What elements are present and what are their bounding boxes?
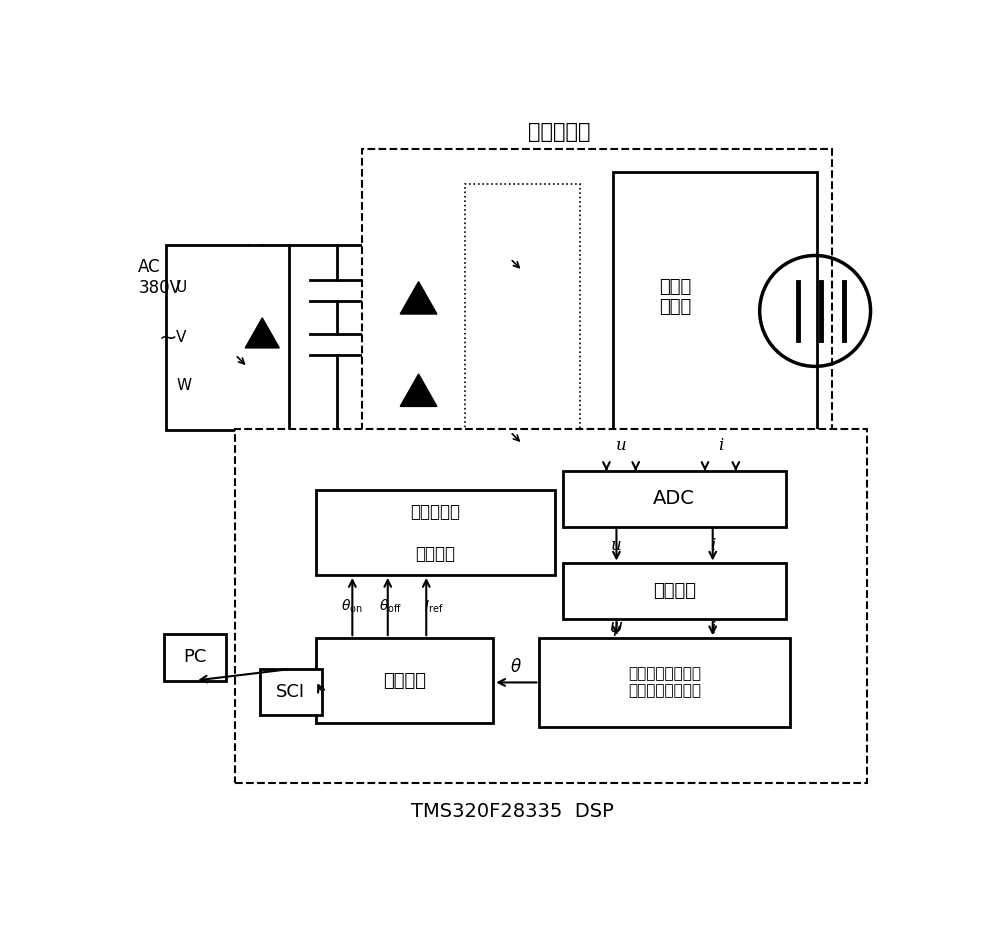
Text: W: W <box>176 378 191 393</box>
Bar <box>260 669 322 715</box>
Text: $I_{\rm ref}$: $I_{\rm ref}$ <box>424 598 444 615</box>
Bar <box>465 184 580 449</box>
Text: u: u <box>611 537 622 554</box>
Polygon shape <box>400 282 437 314</box>
Text: U: U <box>176 281 187 296</box>
Bar <box>316 638 493 723</box>
Text: TMS320F28335  DSP: TMS320F28335 DSP <box>411 802 614 820</box>
Bar <box>563 471 786 527</box>
Text: $\theta_{\rm off}$: $\theta_{\rm off}$ <box>379 598 403 615</box>
Bar <box>316 491 555 575</box>
Text: ADC: ADC <box>653 489 695 509</box>
Text: u: u <box>616 437 626 454</box>
Bar <box>563 563 786 619</box>
Text: 功率变换器: 功率变换器 <box>528 122 591 142</box>
Text: AC
380V: AC 380V <box>138 258 181 298</box>
Bar <box>613 172 817 449</box>
Text: 开关磁
阻电机: 开关磁 阻电机 <box>660 278 692 317</box>
Text: V: V <box>176 331 186 346</box>
Text: 磁链计算: 磁链计算 <box>653 582 696 600</box>
Bar <box>539 638 790 726</box>
Text: 控制算法: 控制算法 <box>383 672 426 690</box>
Text: i: i <box>718 437 723 454</box>
Polygon shape <box>400 374 437 406</box>
Text: i: i <box>710 620 715 637</box>
Text: 逻辑门触发: 逻辑门触发 <box>411 502 460 521</box>
Text: SCI: SCI <box>276 683 305 701</box>
Bar <box>362 149 832 503</box>
Text: PC: PC <box>184 648 207 666</box>
Polygon shape <box>245 317 279 348</box>
Text: $\psi$: $\psi$ <box>609 620 624 638</box>
Bar <box>235 429 867 783</box>
Bar <box>164 634 226 680</box>
Text: ~: ~ <box>158 328 177 348</box>
Text: $\theta_{\rm on}$: $\theta_{\rm on}$ <box>341 598 363 615</box>
Text: i: i <box>710 537 715 554</box>
Text: 转子位置的优化相
关向量机预测模型: 转子位置的优化相 关向量机预测模型 <box>628 666 701 699</box>
Text: $\theta$: $\theta$ <box>510 658 522 676</box>
Text: 电流调节: 电流调节 <box>416 544 456 563</box>
Bar <box>166 246 289 430</box>
